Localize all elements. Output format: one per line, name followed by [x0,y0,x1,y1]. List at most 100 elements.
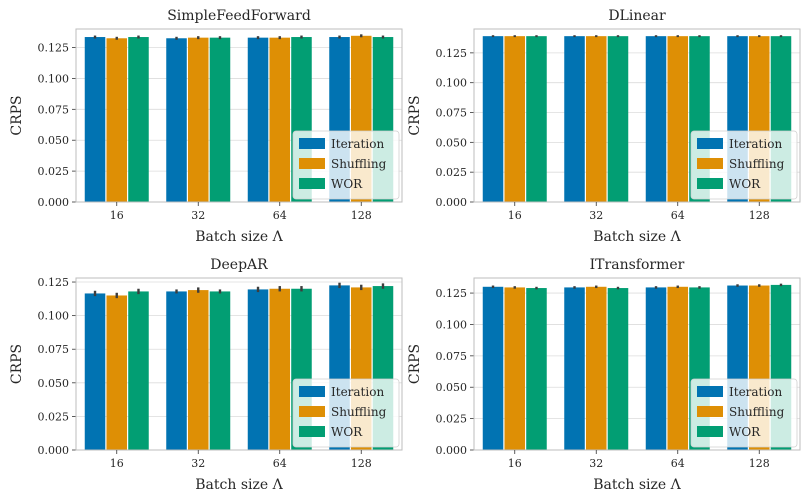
bar [526,288,547,450]
x-tick-label: 32 [589,457,603,470]
legend-label: WOR [729,177,761,191]
y-tick-label: 0.050 [436,136,468,149]
y-axis-label: CRPS [9,344,25,384]
y-tick-label: 0.100 [38,310,70,323]
y-tick-label: 0.075 [38,343,70,356]
y-tick-label: 0.000 [38,444,70,457]
x-axis-label: Batch size Λ [593,477,681,493]
x-tick-label: 16 [508,457,522,470]
bar [645,36,667,203]
legend-swatch [299,178,325,189]
bar [209,291,231,450]
legend-label: WOR [331,425,363,439]
chart-title: DLinear [608,8,666,24]
chart-panel-0: 0.000 0.025 0.050 0.075 0.100 0.125 16 32 64 128 S… [9,8,403,245]
bar [526,36,547,203]
legend-label: Iteration [729,385,782,399]
y-tick-label: 0.000 [38,196,70,209]
plot-frame [473,277,801,451]
legend-label: Iteration [331,385,384,399]
y-tick-label: 0.075 [436,350,468,363]
legend-swatch [697,138,723,149]
y-tick-label: 0.125 [436,47,468,60]
y-tick-label: 0.025 [38,165,70,178]
bar [247,37,269,203]
y-tick-label: 0.100 [436,77,468,90]
plot-frame [473,28,801,203]
legend-swatch [697,426,723,437]
plot-frame [75,28,403,203]
bar [247,289,269,450]
bar [482,36,504,203]
x-tick-label: 64 [671,457,685,470]
bar [187,37,209,203]
legend-swatch [299,406,325,417]
y-axis-label: CRPS [9,95,25,135]
bar [128,37,149,203]
bar [128,291,149,450]
bar [84,37,106,203]
bar [269,288,291,450]
bar [607,36,629,203]
y-tick-label: 0.125 [38,276,70,289]
y-tick-label: 0.000 [436,196,468,209]
legend-swatch [299,158,325,169]
x-tick-label: 128 [749,209,770,222]
x-tick-label: 64 [273,457,287,470]
legend-swatch [299,386,325,397]
y-tick-label: 0.075 [436,107,468,120]
bar [667,286,689,450]
legend: Iteration Shuffling WOR [690,130,798,200]
y-axis-label: CRPS [407,95,423,135]
legend-swatch [697,158,723,169]
bar [209,37,231,203]
x-axis-label: Batch size Λ [593,229,681,245]
x-tick-label: 128 [351,457,372,470]
x-tick-label: 128 [749,457,770,470]
y-tick-label: 0.100 [38,72,70,85]
bar [166,291,187,450]
legend-swatch [299,426,325,437]
bar [564,36,585,203]
legend: Iteration Shuffling WOR [292,378,400,448]
bar [585,286,607,450]
legend-label: Shuffling [729,405,785,419]
x-axis-label: Batch size Λ [195,229,283,245]
x-tick-label: 32 [191,209,205,222]
y-tick-label: 0.075 [38,103,70,116]
chart-title: DeepAR [210,257,268,273]
chart-title: ITransformer [590,257,685,273]
legend-label: WOR [331,177,363,191]
legend-swatch [697,386,723,397]
x-tick-label: 64 [671,209,685,222]
legend-label: WOR [729,425,761,439]
chart-panel-3: 0.000 0.025 0.050 0.075 0.100 0.125 16 32 64 128 I… [407,257,801,493]
chart-title: SimpleFeedForward [167,8,311,24]
plot-frame [75,277,403,451]
legend-label: Shuffling [331,157,387,171]
y-tick-label: 0.000 [436,444,468,457]
bar [84,293,106,450]
bar [504,36,526,203]
bar [645,287,667,450]
bar [667,36,689,203]
legend-swatch [697,406,723,417]
legend-swatch [299,138,325,149]
x-tick-label: 16 [508,209,522,222]
y-tick-label: 0.025 [436,413,468,426]
bar [166,38,187,203]
bar [106,295,128,450]
bar [482,286,504,450]
bar [187,290,209,450]
x-axis-label: Batch size Λ [195,477,283,493]
x-tick-label: 16 [110,209,124,222]
bar [106,38,128,203]
bar [607,288,629,450]
bar [504,287,526,450]
legend: Iteration Shuffling WOR [292,130,400,200]
bar [585,36,607,203]
y-tick-label: 0.050 [436,381,468,394]
x-tick-label: 32 [589,209,603,222]
bar [564,287,585,450]
